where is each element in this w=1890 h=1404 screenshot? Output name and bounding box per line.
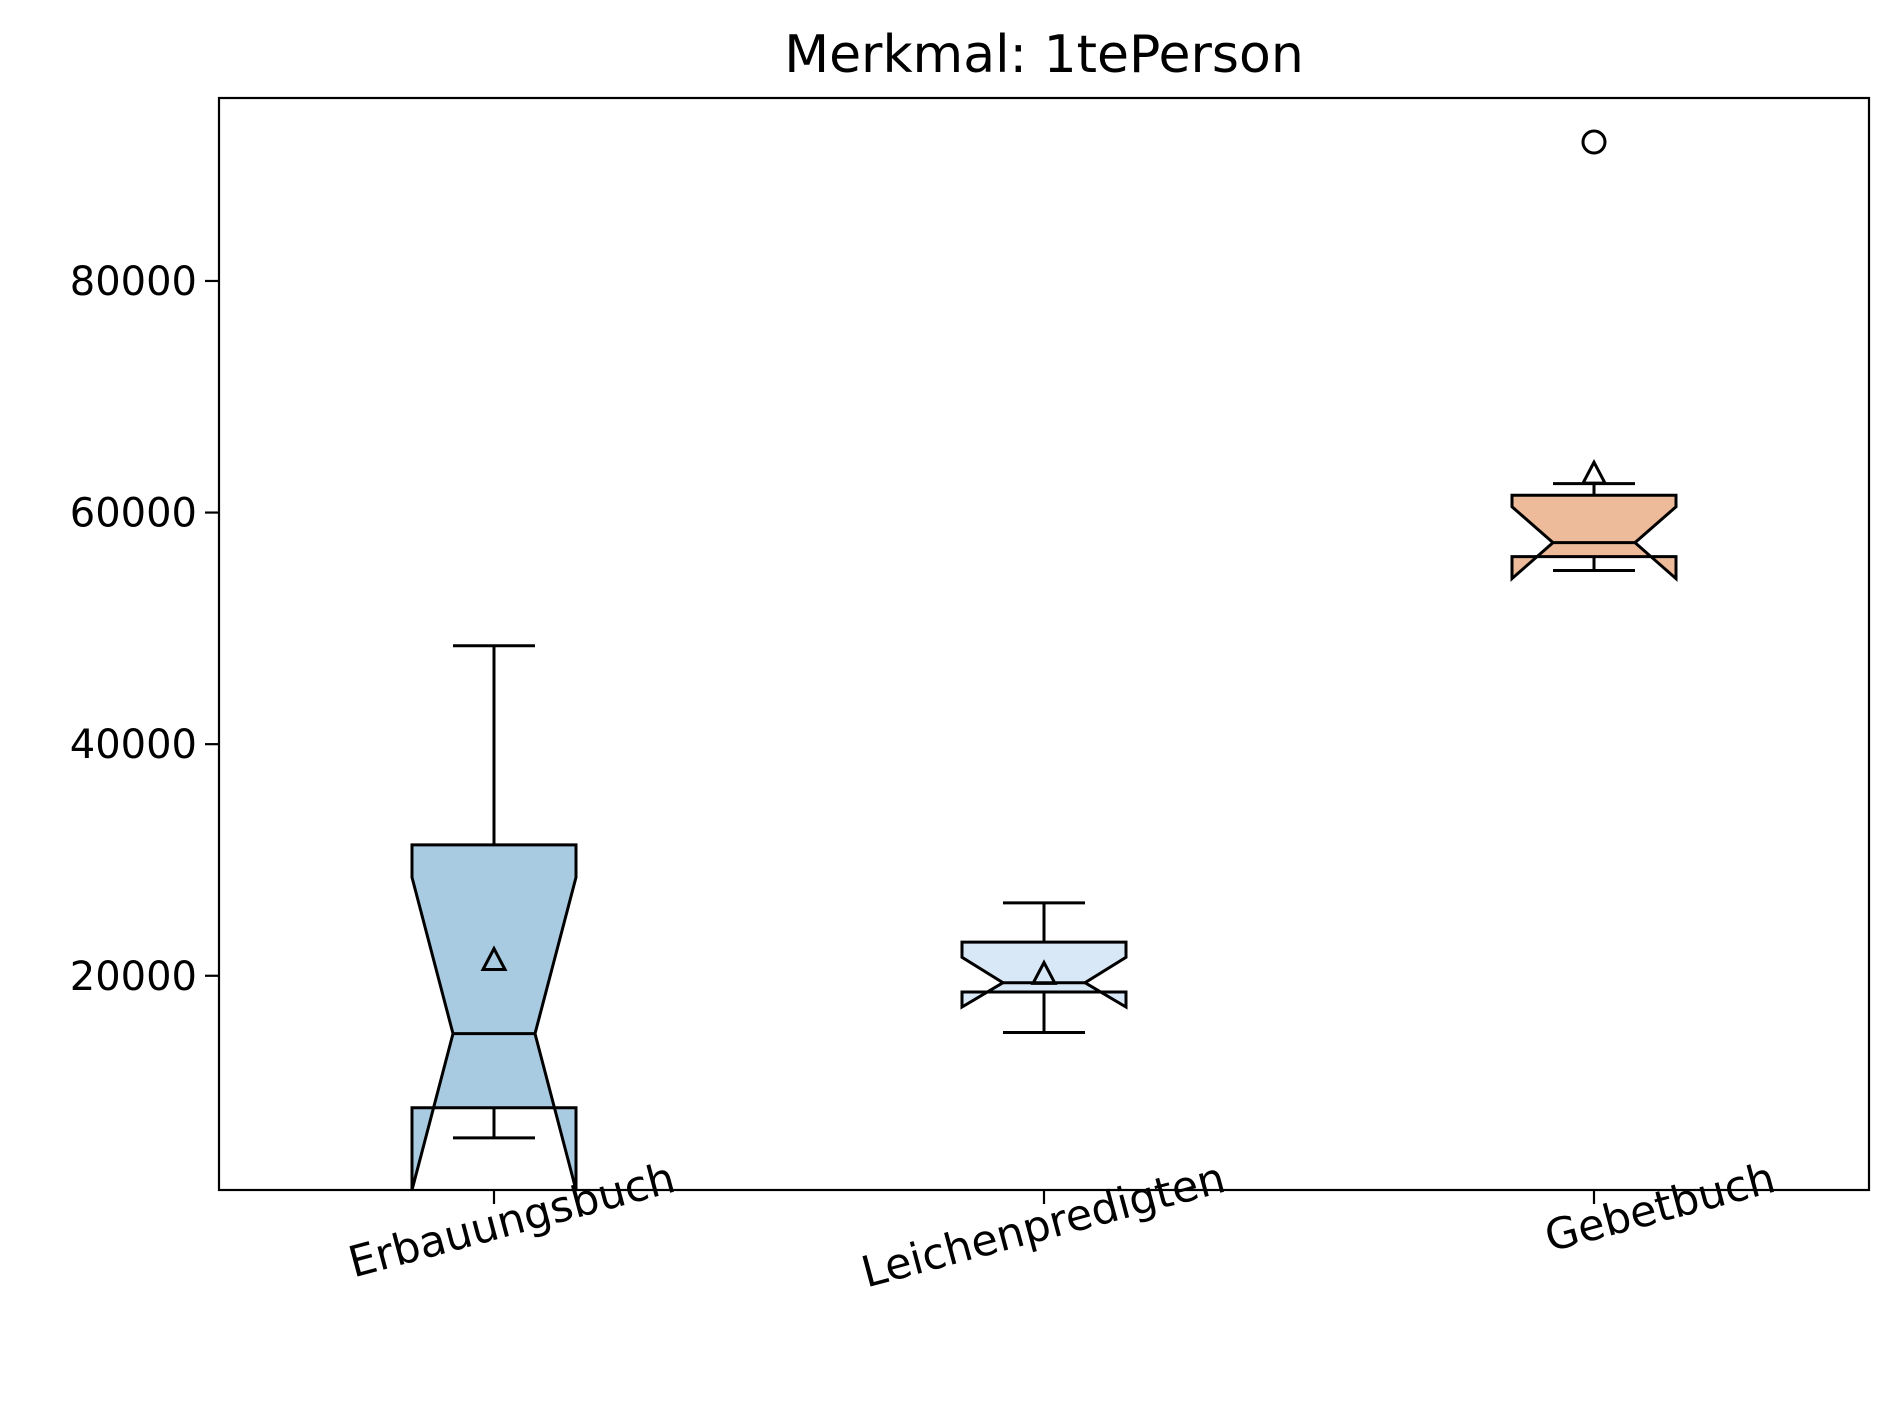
mean-marker <box>1580 459 1608 485</box>
box-body <box>410 843 578 1190</box>
y-tick-label: 60000 <box>70 491 197 537</box>
box-gebetbuch <box>1510 129 1678 582</box>
box-body <box>960 940 1128 1010</box>
plot-frame <box>217 96 1871 1192</box>
y-axis: 20000 40000 60000 80000 <box>70 259 219 1000</box>
y-tick-label: 80000 <box>70 259 197 305</box>
box-erbauungsbuch <box>410 644 578 1190</box>
outlier-point <box>1581 129 1607 155</box>
y-tick-label: 40000 <box>70 722 197 768</box>
box-leichenpredigten <box>960 901 1128 1035</box>
box-body <box>1510 493 1678 582</box>
mean-marker <box>1030 959 1058 985</box>
mean-marker <box>480 945 508 972</box>
plot-area <box>410 129 1678 1190</box>
chart-title: Merkmal: 1tePerson <box>784 25 1304 85</box>
y-tick-label: 20000 <box>70 954 197 1000</box>
